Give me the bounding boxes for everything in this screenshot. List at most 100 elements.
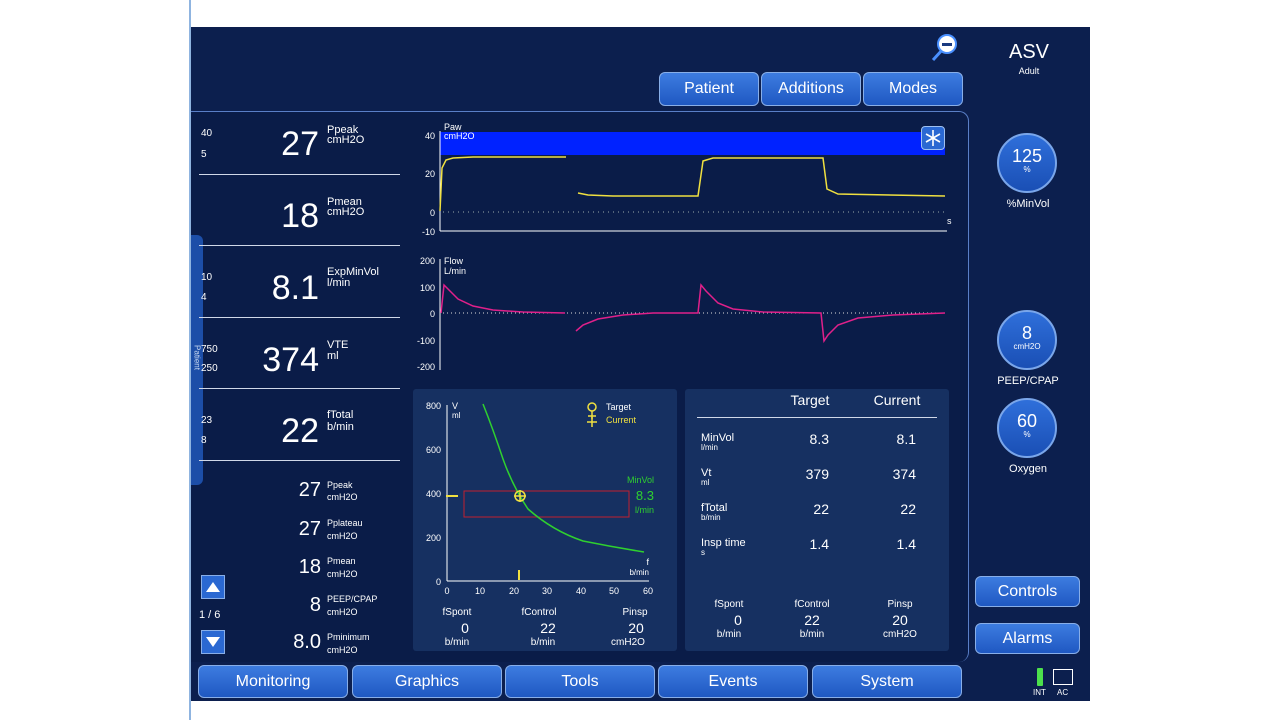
target-value: 379 xyxy=(805,466,829,482)
asv-graph-panel: 800 600 400 200 0 V ml 0 10 20 30 40 50 … xyxy=(413,389,677,651)
paw-unit: cmH2O xyxy=(444,131,475,141)
page-indicator: 1 / 6 xyxy=(199,609,221,621)
param-unit: b/min xyxy=(327,421,354,433)
nav-tools[interactable]: Tools xyxy=(505,665,655,698)
asv-ytick: 800 xyxy=(426,401,441,411)
param-value: 18 xyxy=(281,197,319,235)
freeze-bar xyxy=(440,132,945,155)
snowflake-icon xyxy=(925,130,941,146)
tab-modes[interactable]: Modes xyxy=(863,72,963,106)
minvol-unit: l/min xyxy=(635,505,654,515)
param-value: 8.1 xyxy=(271,269,319,307)
minvol-value: 8.3 xyxy=(636,488,654,503)
row-name: Vt xyxy=(701,467,712,479)
side-tab-patient[interactable]: Patient xyxy=(191,235,203,485)
table-foot-name: fSpont xyxy=(714,599,744,610)
asv-ytick: 600 xyxy=(426,445,441,455)
param-name: VTE xyxy=(327,339,349,351)
control-minvol[interactable]: 125 % xyxy=(997,133,1057,193)
zoom-out-icon[interactable] xyxy=(929,33,959,63)
freeze-button[interactable] xyxy=(921,126,945,150)
sec-value: 8.0 xyxy=(293,631,321,653)
param-value: 374 xyxy=(262,341,319,379)
sec-unit: cmH2O xyxy=(327,645,358,655)
asv-xtick: 60 xyxy=(643,586,653,596)
sec-name: Pminimum xyxy=(327,632,370,642)
param-name: Pmean xyxy=(327,196,362,208)
param-unit: cmH2O xyxy=(327,134,365,146)
param-name: ExpMinVol xyxy=(327,266,379,278)
page-divider xyxy=(189,0,191,720)
sec-name: Pmean xyxy=(327,556,356,566)
control-unit: % xyxy=(1023,430,1031,439)
page-down-button[interactable] xyxy=(201,630,225,654)
control-peep[interactable]: 8 cmH2O xyxy=(997,310,1057,370)
asv-foot-name: fSpont xyxy=(442,607,472,618)
divider xyxy=(199,174,400,175)
controls-button[interactable]: Controls xyxy=(975,576,1080,607)
paw-waveform-chart: Paw cmH2O 40 20 0 -10 1 2 3 4 5 s xyxy=(422,123,952,235)
sec-unit: cmH2O xyxy=(327,607,358,617)
divider xyxy=(199,317,400,318)
asv-ytick: 400 xyxy=(426,489,441,499)
row-unit: ml xyxy=(701,478,710,487)
nav-graphics[interactable]: Graphics xyxy=(352,665,502,698)
power-int-label: INT xyxy=(1033,688,1046,697)
page-up-button[interactable] xyxy=(201,575,225,599)
asv-graph: 800 600 400 200 0 V ml 0 10 20 30 40 50 … xyxy=(426,401,654,596)
nav-events[interactable]: Events xyxy=(658,665,808,698)
tab-additions[interactable]: Additions xyxy=(761,72,861,106)
sec-value: 18 xyxy=(298,556,321,578)
table-foot-unit: cmH2O xyxy=(883,629,917,640)
current-value: 22 xyxy=(900,501,916,517)
nav-system[interactable]: System xyxy=(812,665,962,698)
asv-foot-value: 20 xyxy=(628,620,644,636)
current-value: 374 xyxy=(892,466,916,482)
asv-xunit: b/min xyxy=(629,568,649,577)
asv-foot-unit: b/min xyxy=(530,637,556,648)
paw-ytick: -10 xyxy=(422,227,435,235)
mode-subtitle: Adult xyxy=(1018,66,1040,76)
sec-name: Ppeak xyxy=(327,480,353,490)
control-oxygen[interactable]: 60 % xyxy=(997,398,1057,458)
paw-wave xyxy=(439,156,566,212)
row-name: Insp time xyxy=(701,537,746,549)
asv-foot-unit: cmH2O xyxy=(611,637,645,648)
limit-low: 250 xyxy=(201,363,218,374)
target-current-table: Target Current MinVol l/min 8.3 8.1 Vt m… xyxy=(685,389,949,651)
param-unit: l/min xyxy=(327,277,351,289)
row-unit: l/min xyxy=(701,443,718,452)
sec-unit: cmH2O xyxy=(327,531,358,541)
param-unit: cmH2O xyxy=(327,206,365,218)
sec-name: PEEP/CPAP xyxy=(327,594,378,604)
asv-foot-name: fControl xyxy=(521,607,557,618)
control-label: %MinVol xyxy=(1006,198,1050,210)
row-unit: s xyxy=(701,548,705,557)
flow-ytick: 100 xyxy=(420,283,435,293)
param-unit: ml xyxy=(327,350,339,362)
alarms-button[interactable]: Alarms xyxy=(975,623,1080,654)
flow-ytick: 200 xyxy=(420,256,435,266)
control-unit: cmH2O xyxy=(1013,342,1041,351)
table-foot-unit: b/min xyxy=(716,629,742,640)
table-foot-name: Pinsp xyxy=(887,599,913,610)
nav-monitoring[interactable]: Monitoring xyxy=(198,665,348,698)
limit-low: 5 xyxy=(201,149,207,160)
legend-target: Target xyxy=(606,402,632,412)
paw-ytick: 20 xyxy=(425,169,435,179)
paw-ytick: 40 xyxy=(425,131,435,141)
row-name: MinVol xyxy=(701,432,735,444)
divider xyxy=(199,245,400,246)
ventilator-screen: ASV Adult Patient Additions Modes Patien… xyxy=(191,27,1090,701)
flow-unit: L/min xyxy=(444,266,466,276)
limit-low: 8 xyxy=(201,435,207,446)
table-foot-value: 20 xyxy=(892,612,908,628)
arrow-up-icon xyxy=(206,582,220,592)
tab-patient[interactable]: Patient xyxy=(659,72,759,106)
paw-label: Paw xyxy=(444,123,462,132)
control-label: PEEP/CPAP xyxy=(997,375,1059,387)
sec-unit: cmH2O xyxy=(327,569,358,579)
sec-unit: cmH2O xyxy=(327,492,358,502)
flow-label: Flow xyxy=(444,256,464,266)
asv-yunit: ml xyxy=(452,411,461,420)
